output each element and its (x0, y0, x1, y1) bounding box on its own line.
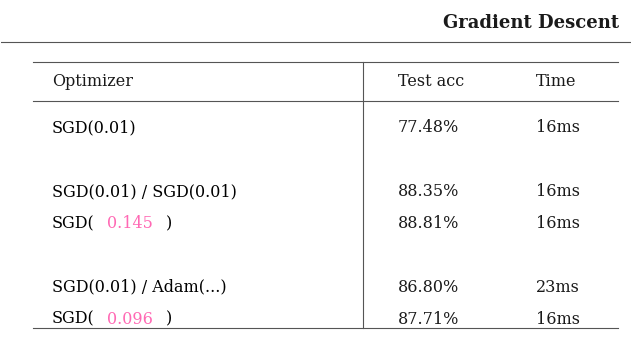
Text: SGD(: SGD( (52, 215, 94, 232)
Text: ): ) (166, 311, 172, 328)
Text: 16ms: 16ms (536, 119, 580, 136)
Text: 77.48%: 77.48% (398, 119, 459, 136)
Text: Optimizer: Optimizer (52, 73, 133, 90)
Text: SGD(0.01) / SGD(0.01): SGD(0.01) / SGD(0.01) (52, 183, 236, 200)
Text: 88.35%: 88.35% (398, 183, 459, 200)
Text: 0.096: 0.096 (107, 311, 152, 328)
Text: SGD(0.01) / Adam(...): SGD(0.01) / Adam(...) (52, 279, 226, 296)
Text: 87.71%: 87.71% (398, 311, 459, 328)
Text: ): ) (166, 215, 172, 232)
Text: Time: Time (536, 73, 577, 90)
Text: 16ms: 16ms (536, 311, 580, 328)
Text: 0.145: 0.145 (107, 215, 152, 232)
Text: 23ms: 23ms (536, 279, 580, 296)
Text: SGD(: SGD( (52, 311, 94, 328)
Text: Gradient Descent: Gradient Descent (443, 14, 619, 32)
Text: 86.80%: 86.80% (398, 279, 459, 296)
Text: 88.81%: 88.81% (398, 215, 459, 232)
Text: 16ms: 16ms (536, 183, 580, 200)
Text: Test acc: Test acc (398, 73, 464, 90)
Text: 16ms: 16ms (536, 215, 580, 232)
Text: SGD(0.01): SGD(0.01) (52, 119, 137, 136)
